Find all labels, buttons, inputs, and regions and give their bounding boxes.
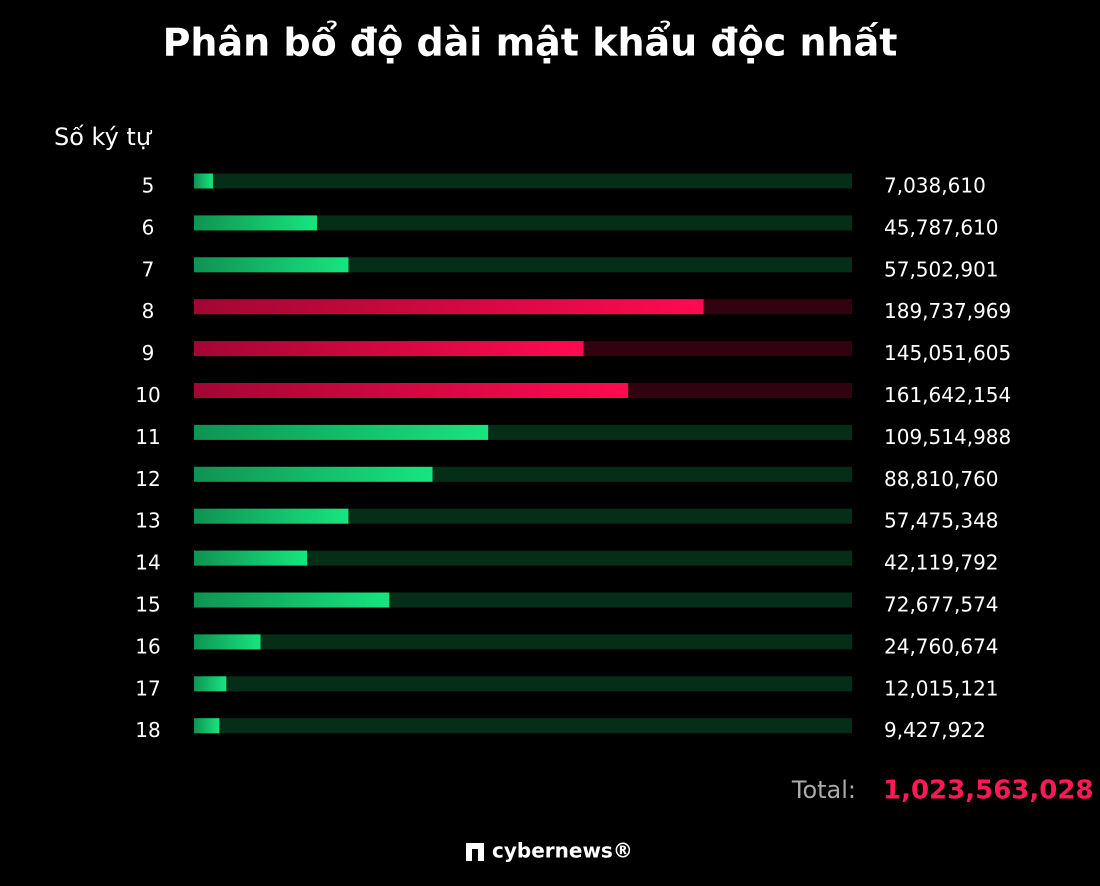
y-tick-label: 16 (135, 634, 160, 658)
value-label: 7,038,610 (884, 174, 986, 198)
value-label: 9,427,922 (884, 718, 986, 742)
bar-track (194, 173, 852, 189)
logo-icon-cut (472, 849, 478, 861)
value-label: 57,475,348 (884, 509, 999, 533)
brand-name: cybernews® (492, 839, 633, 863)
value-label: 189,737,969 (884, 299, 1011, 323)
brand-logo: cybernews® (466, 839, 633, 863)
value-label: 109,514,988 (884, 425, 1011, 449)
bar (194, 592, 390, 608)
value-label: 88,810,760 (884, 467, 999, 491)
y-tick-label: 18 (135, 718, 160, 742)
bar (194, 341, 584, 357)
bar (194, 634, 261, 650)
bar-track (194, 718, 852, 734)
y-tick-label: 8 (142, 299, 155, 323)
bar (194, 466, 433, 482)
y-tick-label: 15 (135, 593, 160, 617)
y-tick-label: 13 (135, 509, 160, 533)
bar (194, 718, 220, 734)
total-label: Total: (791, 776, 856, 804)
total-value: 1,023,563,028 (883, 776, 1094, 806)
bar (194, 299, 704, 315)
value-label: 72,677,574 (884, 593, 999, 617)
y-tick-label: 12 (135, 467, 160, 491)
y-tick-label: 17 (135, 676, 160, 700)
bar (194, 508, 349, 524)
bar-track (194, 634, 852, 650)
y-axis-label: Số ký tự (54, 123, 153, 151)
bar (194, 383, 629, 398)
bar (194, 424, 489, 440)
y-tick-label: 5 (142, 174, 155, 198)
bar (194, 676, 227, 692)
bar-track (194, 550, 852, 566)
value-label: 145,051,605 (884, 341, 1011, 365)
value-label: 45,787,610 (884, 215, 999, 239)
value-label: 161,642,154 (884, 383, 1011, 407)
bar (194, 257, 349, 273)
bar (194, 215, 317, 231)
bar (194, 173, 213, 189)
value-label: 57,502,901 (884, 257, 999, 281)
bar (194, 550, 308, 566)
bar-track (194, 676, 852, 692)
value-label: 24,760,674 (884, 634, 999, 658)
value-label: 42,119,792 (884, 551, 999, 575)
y-tick-label: 9 (142, 341, 155, 365)
y-tick-label: 14 (135, 551, 160, 575)
y-tick-label: 6 (142, 215, 155, 239)
bar-track (194, 508, 852, 524)
bar-track (194, 257, 852, 273)
value-label: 12,015,121 (884, 676, 999, 700)
chart-title: Phân bổ độ dài mật khẩu độc nhất (163, 21, 898, 65)
y-tick-label: 10 (135, 383, 160, 407)
y-tick-label: 11 (135, 425, 160, 449)
y-tick-label: 7 (142, 257, 155, 281)
bar-track (194, 215, 852, 231)
